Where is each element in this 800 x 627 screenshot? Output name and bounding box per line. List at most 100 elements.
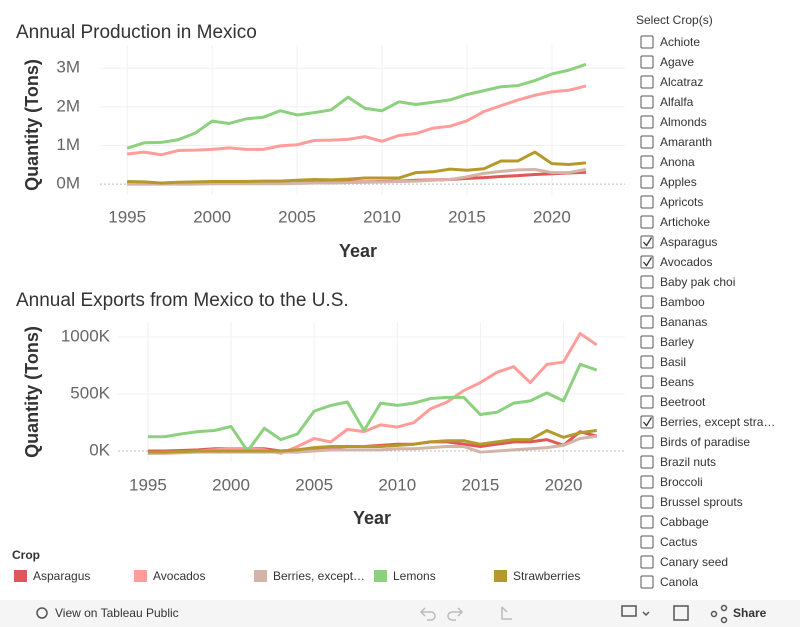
filter-option[interactable]: Birds of paradise <box>660 435 750 449</box>
checkmark <box>643 237 653 247</box>
y-axis-title: Quantity (Tons) <box>22 59 42 191</box>
filter-option[interactable]: Bananas <box>660 315 707 329</box>
series-line <box>127 84 587 157</box>
y-tick-label: 0K <box>89 441 110 460</box>
checkbox[interactable] <box>640 475 654 489</box>
filter-title: Select Crop(s) <box>636 13 713 27</box>
fullscreen-icon[interactable] <box>673 605 689 621</box>
view-on-public[interactable]: View on Tableau Public <box>36 606 179 620</box>
filter-option[interactable]: Beans <box>660 375 694 389</box>
filter-option[interactable]: Amaranth <box>660 135 712 149</box>
filter-option[interactable]: Canary seed <box>660 555 728 569</box>
legend-swatch <box>254 570 267 582</box>
undo-icon[interactable] <box>419 607 436 621</box>
checkbox[interactable] <box>640 555 654 569</box>
x-tick-label: 2005 <box>278 207 316 226</box>
checkbox[interactable] <box>640 315 654 329</box>
download-icon[interactable] <box>621 605 637 617</box>
checkbox[interactable] <box>640 275 654 289</box>
filter-option[interactable]: Apricots <box>660 195 703 209</box>
filter-option[interactable]: Beetroot <box>660 395 706 409</box>
legend-label: Berries, except… <box>273 569 365 583</box>
legend-swatch <box>134 570 147 582</box>
chart-title: Annual Production in Mexico <box>16 22 257 43</box>
filter-option[interactable]: Berries, except stra… <box>660 415 775 429</box>
checkbox[interactable] <box>640 495 654 509</box>
filter-option[interactable]: Canola <box>660 575 698 589</box>
view-link[interactable]: View on Tableau Public <box>55 606 179 620</box>
filter-option[interactable]: Avocados <box>660 255 712 269</box>
checkbox[interactable] <box>640 135 654 149</box>
filter-option[interactable]: Artichoke <box>660 215 710 229</box>
filter-option[interactable]: Alfalfa <box>660 95 694 109</box>
filter-option[interactable]: Baby pak choi <box>660 275 735 289</box>
x-tick-label: 1995 <box>108 207 146 226</box>
filter-option[interactable]: Asparagus <box>660 235 717 249</box>
checkbox[interactable] <box>640 455 654 469</box>
y-tick-label: 500K <box>70 383 110 402</box>
checkbox[interactable] <box>640 215 654 229</box>
checkbox[interactable] <box>640 535 654 549</box>
checkbox[interactable] <box>640 395 654 409</box>
checkbox[interactable] <box>640 195 654 209</box>
y-tick-label: 0M <box>56 174 80 193</box>
x-tick-label: 2010 <box>378 475 416 494</box>
y-tick-label: 1000K <box>61 326 111 345</box>
filter-option[interactable]: Achiote <box>660 35 700 49</box>
dropdown-icon[interactable] <box>642 611 650 617</box>
checkbox[interactable] <box>640 375 654 389</box>
series-line <box>147 332 598 455</box>
checkbox[interactable] <box>640 515 654 529</box>
checkbox[interactable] <box>640 75 654 89</box>
legend-title: Crop <box>12 548 40 562</box>
filter-option[interactable]: Brazil nuts <box>660 455 716 469</box>
filter-option[interactable]: Apples <box>660 175 697 189</box>
filter-option[interactable]: Agave <box>660 55 694 69</box>
checkbox[interactable] <box>640 575 654 589</box>
checkbox[interactable] <box>640 55 654 69</box>
checkbox[interactable] <box>640 175 654 189</box>
revert-icon[interactable] <box>501 606 512 620</box>
filter-option[interactable]: Almonds <box>660 115 707 129</box>
legend-label: Lemons <box>393 569 436 583</box>
checkbox[interactable] <box>640 355 654 369</box>
checkbox[interactable] <box>640 335 654 349</box>
x-tick-label: 2000 <box>193 207 231 226</box>
filter-option[interactable]: Anona <box>660 155 695 169</box>
filter-option[interactable]: Cactus <box>660 535 697 549</box>
filter-option[interactable]: Broccoli <box>660 475 703 489</box>
legend-swatch <box>14 570 27 582</box>
filter-option[interactable]: Alcatraz <box>660 75 703 89</box>
filter-option[interactable]: Brussel sprouts <box>660 495 743 509</box>
checkbox[interactable] <box>640 115 654 129</box>
legend-label: Asparagus <box>33 569 90 583</box>
series-line <box>147 362 598 453</box>
y-tick-label: 3M <box>56 58 80 77</box>
filter-option[interactable]: Bamboo <box>660 295 705 309</box>
x-tick-label: 2015 <box>448 207 486 226</box>
legend-swatch <box>374 570 387 582</box>
checkbox[interactable] <box>640 35 654 49</box>
tableau-icon <box>36 607 48 619</box>
share-button[interactable]: Share <box>710 604 767 624</box>
x-tick-label: 1995 <box>129 475 167 494</box>
share-label[interactable]: Share <box>733 606 767 620</box>
legend-label: Avocados <box>153 569 205 583</box>
chart-title: Annual Exports from Mexico to the U.S. <box>16 290 349 311</box>
series-line <box>126 62 587 150</box>
checkbox[interactable] <box>640 95 654 109</box>
x-tick-label: 2015 <box>461 475 499 494</box>
checkbox[interactable] <box>640 295 654 309</box>
share-icon <box>720 604 728 612</box>
checkbox[interactable] <box>640 435 654 449</box>
y-tick-label: 1M <box>56 135 80 154</box>
x-tick-label: 2010 <box>363 207 401 226</box>
x-tick-label: 2005 <box>295 475 333 494</box>
filter-option[interactable]: Barley <box>660 335 694 349</box>
checkbox[interactable] <box>640 155 654 169</box>
redo-icon[interactable] <box>447 607 464 621</box>
filter-option[interactable]: Basil <box>660 355 686 369</box>
filter-option[interactable]: Cabbage <box>660 515 709 529</box>
share-icon <box>710 610 718 618</box>
